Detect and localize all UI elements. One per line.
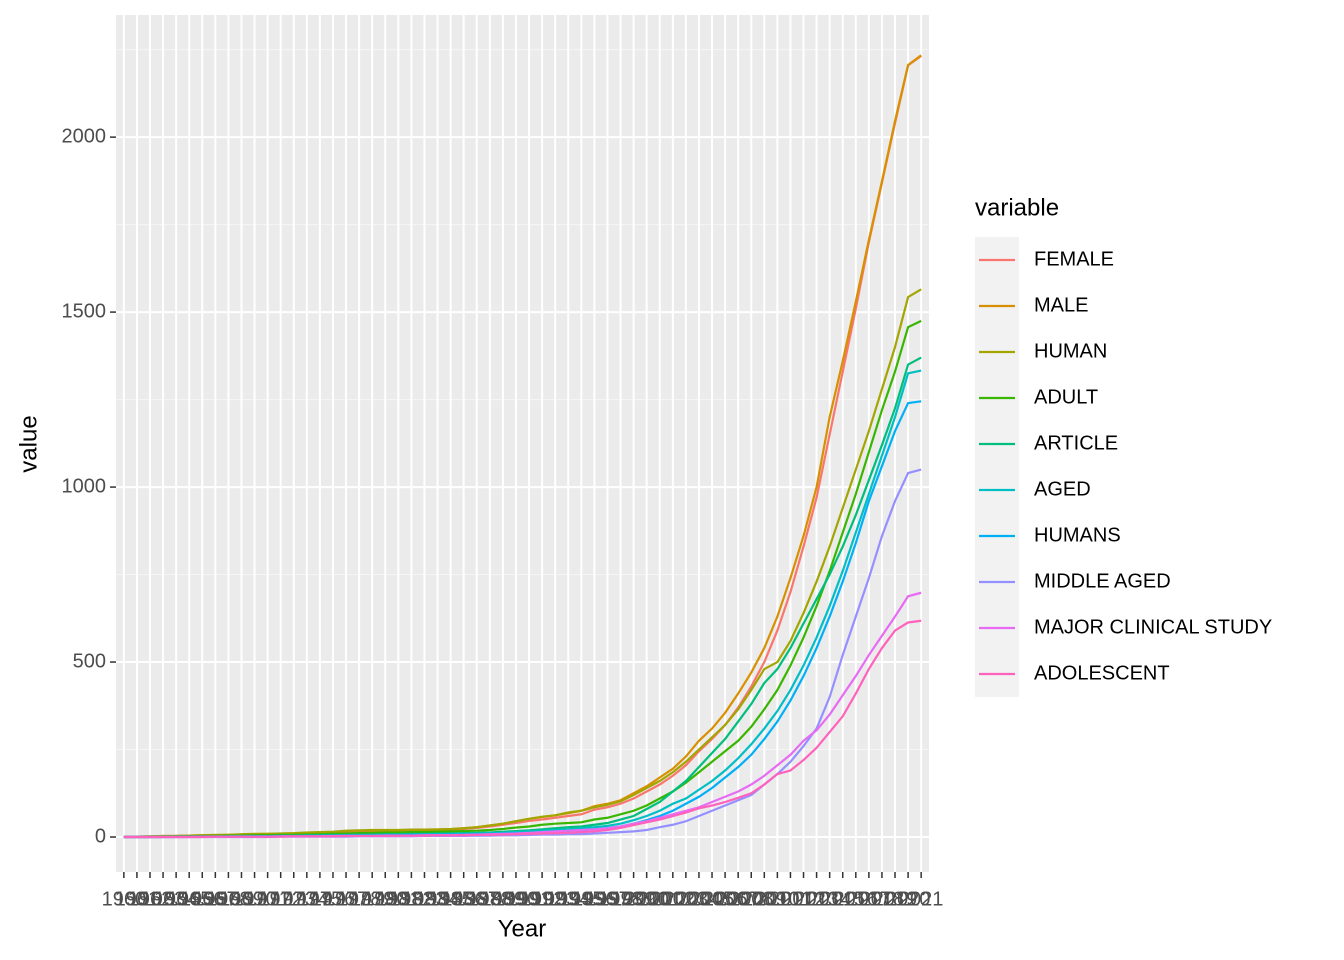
legend-label: FEMALE — [1034, 248, 1114, 270]
panel-background — [116, 15, 929, 872]
x-tick-label: 2003 — [664, 888, 709, 910]
legend-label: AGED — [1034, 478, 1091, 500]
x-tick-label: 1973 — [272, 888, 317, 910]
legend-title: variable — [975, 194, 1059, 221]
x-tick-label: 1981 — [376, 888, 421, 910]
x-tick-label: 2005 — [690, 888, 735, 910]
x-tick-label: 1961 — [115, 888, 160, 910]
lines — [123, 54, 922, 839]
x-tick-label: 2010 — [755, 888, 800, 910]
y-axis-title: value — [15, 415, 42, 472]
x-tick-label: 1986 — [441, 888, 486, 910]
legend: variable FEMALE MALE HUMAN ADULT ARTICLE AGED… — [975, 194, 1272, 697]
x-tick-label: 1965 — [167, 888, 212, 910]
legend-key-background — [975, 237, 1019, 697]
x-tick-label: 2000 — [624, 888, 669, 910]
x-tick-label: 2009 — [742, 888, 787, 910]
x-axis-title: Year — [498, 915, 547, 942]
series-line — [123, 288, 922, 839]
x-tick-label: 1966 — [180, 888, 225, 910]
x-tick-label: 1970 — [232, 888, 277, 910]
x-tick-label: 2015 — [820, 888, 865, 910]
x-tick-label: 1972 — [258, 888, 303, 910]
x-tick-label: 2019 — [873, 888, 918, 910]
x-tick-label: 1979 — [350, 888, 395, 910]
x-tick-label: 1963 — [141, 888, 186, 910]
x-tick-label: 1990 — [494, 888, 539, 910]
legend-label: MAJOR CLINICAL STUDY — [1034, 616, 1272, 638]
legend-label: HUMAN — [1034, 340, 1107, 362]
y-tick-label: 500 — [73, 650, 106, 672]
x-tick-label: 1964 — [154, 888, 199, 910]
x-tick-label: 1974 — [285, 888, 330, 910]
x-tick-label: 2021 — [899, 888, 944, 910]
x-tick-label: 1982 — [389, 888, 434, 910]
x-tick-label: 1977 — [324, 888, 369, 910]
legend-label: ADOLESCENT — [1034, 662, 1170, 684]
x-tick-label: 1997 — [585, 888, 630, 910]
y-tick-label: 1000 — [62, 475, 107, 497]
y-tick-label: 0 — [95, 825, 106, 847]
y-tick-label: 1500 — [62, 300, 107, 322]
x-tick-label: 1992 — [520, 888, 565, 910]
x-tick-label: 2002 — [651, 888, 696, 910]
x-tick-label: 2001 — [637, 888, 682, 910]
legend-label: ADULT — [1034, 386, 1098, 408]
x-tick-label: 1983 — [402, 888, 447, 910]
x-tick-label: 2013 — [794, 888, 839, 910]
x-tick-label: 2011 — [769, 888, 812, 910]
x-tick-label: 1978 — [337, 888, 382, 910]
x-tick-label: 1969 — [219, 888, 264, 910]
x-tick-label: 1971 — [245, 888, 290, 910]
x-tick-label: 1999 — [611, 888, 656, 910]
legend-label: HUMANS — [1034, 524, 1121, 546]
x-tick-label: 1988 — [468, 888, 513, 910]
x-tick-label: 2018 — [860, 888, 905, 910]
x-tick-label: 1987 — [455, 888, 500, 910]
x-tick-label: 2014 — [807, 888, 852, 910]
x-tick-label: 1968 — [206, 888, 251, 910]
x-tick-label: 1976 — [311, 888, 356, 910]
x-tick-label: 1991 — [507, 888, 552, 910]
x-tick-label: 2012 — [781, 888, 826, 910]
x-tick-label: 1994 — [546, 888, 591, 910]
x-tick-label: 1975 — [298, 888, 343, 910]
x-tick-label: 1984 — [415, 888, 460, 910]
x-tick-label: 2006 — [703, 888, 748, 910]
x-tick-label: 2007 — [716, 888, 761, 910]
x-tick-label: 1996 — [572, 888, 617, 910]
x-tick-label: 2017 — [847, 888, 892, 910]
x-tick-label: 2008 — [729, 888, 774, 910]
x-tick-label: 1993 — [533, 888, 578, 910]
x-tick-label: 1998 — [598, 888, 643, 910]
x-tick-label: 2004 — [677, 888, 722, 910]
axes: 0 500 1000 1500 2000 196019611962196319641965… — [62, 125, 944, 910]
x-tick-label: 1980 — [363, 888, 408, 910]
x-tick-label: 1960 — [102, 888, 147, 910]
x-tick-label: 2020 — [886, 888, 931, 910]
legend-label: MALE — [1034, 294, 1088, 316]
x-tick-label: 1962 — [128, 888, 173, 910]
x-tick-label: 1967 — [193, 888, 238, 910]
y-tick-label: 2000 — [62, 125, 107, 147]
x-tick-label: 1989 — [481, 888, 526, 910]
x-tick-label: 2016 — [834, 888, 879, 910]
legend-label: ARTICLE — [1034, 432, 1118, 454]
series-line — [123, 619, 922, 839]
x-tick-label: 1985 — [428, 888, 473, 910]
x-tick-label: 1995 — [559, 888, 604, 910]
legend-label: MIDDLE AGED — [1034, 570, 1171, 592]
